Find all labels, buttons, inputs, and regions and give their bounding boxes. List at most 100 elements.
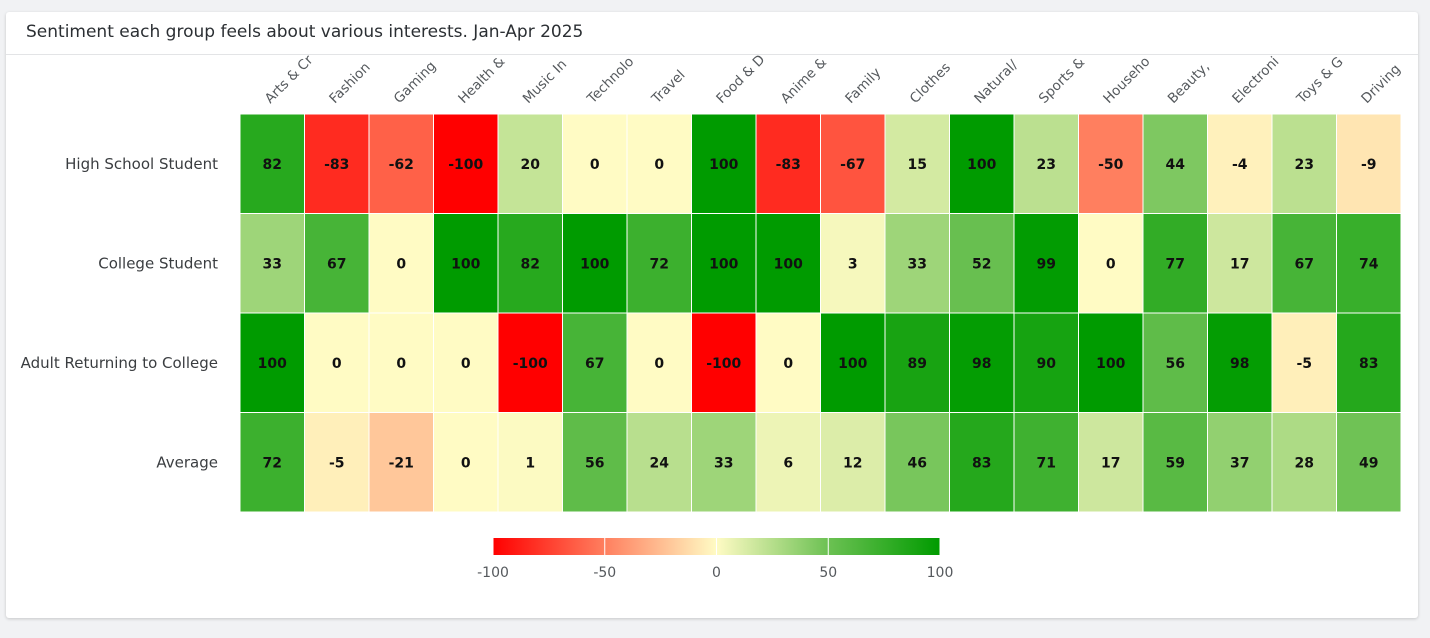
cell-value-label: 17	[1230, 256, 1249, 272]
card-header: Sentiment each group feels about various…	[6, 12, 1418, 55]
heatmap-cell	[1142, 213, 1208, 314]
legend-tick-label: 100	[927, 565, 954, 581]
heatmap-cell	[433, 412, 499, 513]
heatmap-cell	[1078, 412, 1144, 513]
cell-value-label: 23	[1037, 157, 1056, 173]
cell-value-label: 100	[838, 356, 867, 372]
heatmap-cell	[1336, 312, 1402, 413]
heatmap-cell	[368, 412, 434, 513]
cell-value-label: -9	[1361, 157, 1377, 173]
cell-value-label: 82	[521, 256, 540, 272]
heatmap-cell	[1013, 113, 1079, 214]
heatmap-cell	[1336, 213, 1402, 314]
legend-tick-label: -100	[477, 565, 509, 581]
heatmap-cell	[884, 412, 950, 513]
cell-value-label: -100	[706, 356, 741, 372]
heatmap-cell	[691, 312, 757, 413]
row-label: Adult Returning to College	[21, 354, 218, 372]
cell-value-label: 0	[461, 356, 471, 372]
row-label: High School Student	[65, 155, 218, 173]
heatmap-cell	[1336, 412, 1402, 513]
heatmap-cell	[1013, 213, 1079, 314]
cell-value-label: -21	[389, 455, 414, 471]
heatmap-cell	[949, 113, 1015, 214]
cell-value-label: 15	[908, 157, 927, 173]
heatmap-cell	[1207, 113, 1273, 214]
heatmap-cell	[820, 113, 886, 214]
column-label: Sports &	[1036, 54, 1089, 107]
column-label: Anime &	[778, 54, 831, 107]
column-label: Househo	[1100, 54, 1153, 107]
column-label: Gaming	[391, 58, 440, 107]
cell-value-label: 33	[714, 455, 733, 471]
cell-value-label: 56	[1166, 356, 1185, 372]
cell-value-label: 100	[709, 157, 738, 173]
cell-value-label: 100	[451, 256, 480, 272]
heatmap-cell	[1013, 412, 1079, 513]
cell-value-label: 0	[783, 356, 793, 372]
chart-title: Sentiment each group feels about various…	[26, 22, 584, 42]
heatmap-cell	[820, 412, 886, 513]
heatmap-cell	[1078, 312, 1144, 413]
column-label: Technolo	[584, 54, 638, 108]
cell-value-label: 59	[1166, 455, 1185, 471]
cell-value-label: 100	[1096, 356, 1125, 372]
heatmap-cell	[497, 312, 563, 413]
cell-value-label: 52	[972, 256, 991, 272]
cell-value-label: 28	[1295, 455, 1314, 471]
heatmap-cell	[433, 312, 499, 413]
cell-value-label: 77	[1166, 256, 1185, 272]
cell-value-label: 74	[1359, 256, 1379, 272]
cell-value-label: 98	[1230, 356, 1249, 372]
cell-value-label: 0	[332, 356, 342, 372]
cell-value-label: 83	[972, 455, 991, 471]
heatmap-cell	[820, 312, 886, 413]
cell-value-label: 17	[1101, 455, 1120, 471]
legend-tick-label: 50	[819, 565, 837, 581]
cell-value-label: 71	[1037, 455, 1056, 471]
cell-value-label: 37	[1230, 455, 1249, 471]
cell-value-label: 67	[1295, 256, 1314, 272]
column-label: Toys & G	[1293, 54, 1347, 108]
heatmap-cell	[1271, 213, 1337, 314]
heatmap-cell	[497, 412, 563, 513]
heatmap-cell	[368, 213, 434, 314]
heatmap-cell	[368, 113, 434, 214]
heatmap-cell	[433, 113, 499, 214]
cell-value-label: 100	[967, 157, 996, 173]
heatmap-cell	[1271, 412, 1337, 513]
column-label: Driving	[1358, 61, 1404, 107]
cell-value-label: 83	[1359, 356, 1378, 372]
heatmap-cell	[304, 412, 370, 513]
cell-value-label: -83	[324, 157, 349, 173]
row-label: College Student	[98, 254, 218, 272]
row-labels: High School Student College Student Adult …	[21, 155, 218, 472]
cell-value-label: 49	[1359, 455, 1378, 471]
heatmap-cell	[1336, 113, 1402, 214]
heatmap-cell	[1142, 113, 1208, 214]
cell-value-label: 72	[650, 256, 669, 272]
heatmap-cell	[755, 312, 821, 413]
cell-value-label: 3	[848, 256, 858, 272]
heatmap-cell	[562, 213, 628, 314]
cell-value-label: 89	[908, 356, 927, 372]
cell-value-label: 56	[585, 455, 604, 471]
cell-value-label: 99	[1037, 256, 1056, 272]
cell-value-label: 6	[783, 455, 793, 471]
heatmap-cell	[239, 113, 305, 214]
heatmap-cell	[304, 113, 370, 214]
heatmap-cell	[691, 213, 757, 314]
cell-value-label: 90	[1037, 356, 1057, 372]
cell-value-label: -5	[329, 455, 345, 471]
color-legend: -100 -50 0 50 100	[477, 538, 953, 581]
cell-value-label: 23	[1295, 157, 1314, 173]
cell-value-label: 67	[327, 256, 346, 272]
cell-value-label: 33	[263, 256, 282, 272]
cell-value-label: 100	[774, 256, 803, 272]
column-label: Food & D	[713, 52, 768, 107]
cell-value-label: 0	[461, 455, 471, 471]
cell-value-label: 0	[396, 256, 406, 272]
heatmap-cell	[949, 412, 1015, 513]
cell-value-label: 0	[590, 157, 600, 173]
column-label: Travel	[648, 67, 688, 107]
